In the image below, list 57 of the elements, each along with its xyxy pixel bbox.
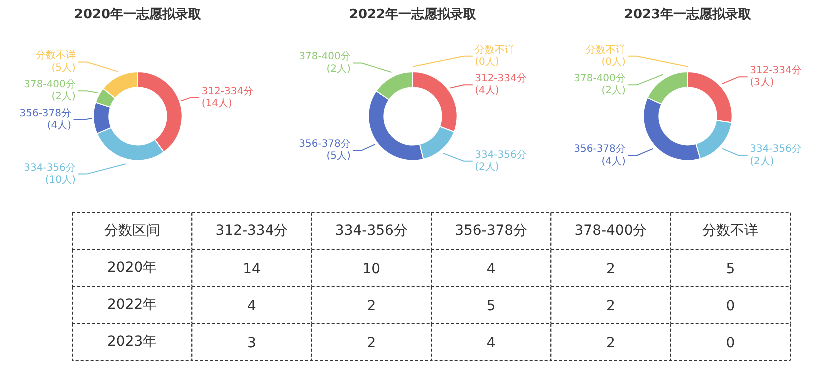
slice-label: 356-378分 — [574, 143, 626, 156]
chart-title: 2020年一志愿拟录取 — [74, 6, 203, 22]
slice-label: 356-378分 — [20, 107, 72, 120]
slice-label: 分数不详 — [36, 50, 76, 62]
data-label: (4人) — [47, 120, 72, 132]
data-label: 5 — [726, 262, 736, 278]
data-label: (2人) — [602, 86, 626, 97]
data-label: (2人) — [750, 156, 774, 168]
data-label: (5人) — [52, 62, 76, 74]
data-label: 4 — [248, 298, 257, 314]
y-axis-title: 分数区间 — [104, 223, 160, 239]
slice-label: 356-378分 — [299, 138, 351, 150]
data-label: 2 — [606, 298, 616, 314]
data-label: 4 — [486, 262, 496, 278]
data-label: (10人) — [45, 174, 76, 186]
category-label: 分数不详 — [586, 44, 626, 56]
data-label: 3 — [248, 336, 256, 352]
data-label: (4人) — [475, 86, 500, 97]
slice-label: 334-356分 — [24, 162, 76, 174]
x-tick-label: 378-400分 — [574, 223, 648, 239]
data-label: 10 — [362, 262, 381, 278]
y-tick-label: 2020年 — [108, 260, 158, 276]
data-label: (3人) — [750, 78, 774, 89]
data-label: 5 — [486, 298, 496, 314]
data-label: 2 — [606, 336, 616, 352]
data-label: 4 — [486, 336, 496, 352]
data-label: 0 — [726, 298, 736, 314]
slice-label: 312-334分 — [475, 72, 527, 85]
chart-title: 2023年一志愿拟录取 — [624, 6, 753, 22]
slice-label: 334-356分 — [475, 148, 527, 161]
x-tick-label: 356-378分 — [455, 223, 528, 239]
x-tick-label: 312-334分 — [216, 223, 288, 239]
y-tick-label: 2022年 — [108, 297, 158, 313]
data-label: (2人) — [475, 162, 500, 173]
text: (0人) — [475, 56, 500, 68]
slice-label: 378-400分 — [299, 50, 351, 63]
category-label: 分数不详 — [475, 44, 516, 56]
slice-label: 334-356分 — [750, 143, 802, 156]
data-label: (2人) — [326, 64, 351, 75]
data-label: 2 — [367, 336, 376, 352]
data-label: 0 — [726, 336, 736, 352]
slice-label: 312-334分 — [202, 85, 254, 98]
data-label: (5人) — [326, 151, 351, 162]
slice-label: 312-334分 — [750, 64, 802, 77]
chart-title: 2022年一志愿拟录取 — [349, 6, 478, 22]
data-label: (14人) — [202, 98, 232, 110]
text: (0人) — [602, 56, 626, 68]
data-label: 2 — [367, 298, 376, 314]
x-tick-label: 分数不详 — [702, 223, 759, 239]
data-label: (4人) — [602, 156, 626, 168]
data-label: (2人) — [52, 92, 76, 103]
slice-label: 378-400分 — [574, 72, 626, 85]
x-tick-label: 334-356分 — [335, 223, 408, 239]
data-label: 2 — [606, 262, 616, 278]
data-label: 14 — [243, 262, 261, 278]
y-tick-label: 2023年 — [108, 334, 158, 350]
slice-label: 378-400分 — [24, 78, 76, 91]
